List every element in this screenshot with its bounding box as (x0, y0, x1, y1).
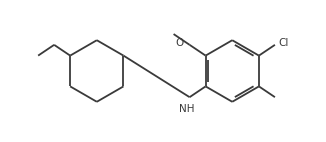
Text: NH: NH (179, 104, 195, 114)
Text: O: O (176, 38, 184, 48)
Text: Cl: Cl (278, 38, 289, 48)
